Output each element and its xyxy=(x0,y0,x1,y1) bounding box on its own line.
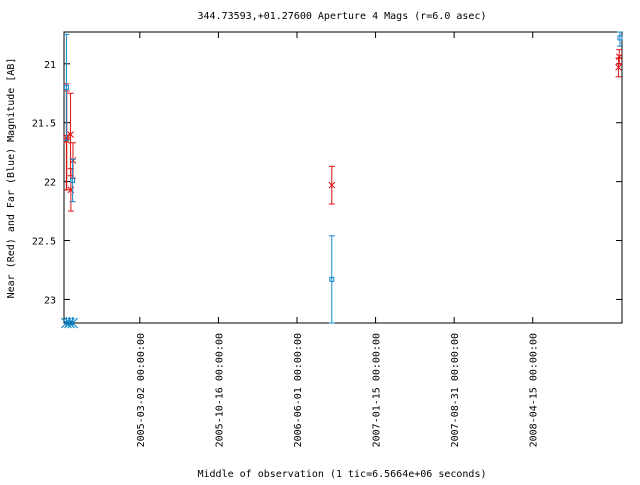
x-tick-label: 2008-04-15 00:00:00 xyxy=(529,333,540,447)
data-point xyxy=(615,49,623,65)
data-point xyxy=(615,57,622,78)
data-point xyxy=(69,158,76,203)
x-axis-label: Middle of observation (1 tic=6.5664e+06 … xyxy=(198,469,487,480)
x-tick-label: 2005-03-02 00:00:00 xyxy=(136,333,147,447)
chart-title: 344.73593,+01.27600 Aperture 4 Mags (r=6… xyxy=(198,11,487,22)
data-point xyxy=(63,33,70,141)
x-axis: 2005-03-02 00:00:00 2005-10-16 00:00:00 20… xyxy=(136,32,540,447)
y-axis: 21 21.5 22 22.5 23 xyxy=(32,60,622,306)
data-point xyxy=(328,235,335,324)
x-tick-label: 2007-08-31 00:00:00 xyxy=(450,333,461,447)
y-tick-label: 22.5 xyxy=(32,237,56,248)
point-marker xyxy=(70,177,76,183)
point-marker xyxy=(615,53,623,61)
point-marker xyxy=(329,276,335,282)
y-axis-label: Near (Red) and Far (Blue) Magnitude [AB] xyxy=(6,58,17,299)
limit-marker xyxy=(67,317,79,329)
point-marker xyxy=(63,84,69,90)
x-tick-label: 2007-01-15 00:00:00 xyxy=(372,333,383,447)
point-marker xyxy=(615,63,622,71)
plot-frame xyxy=(63,31,623,324)
x-tick-label: 2005-10-16 00:00:00 xyxy=(214,333,225,447)
y-tick-label: 22 xyxy=(44,178,56,189)
data-point xyxy=(328,165,336,205)
y-tick-label: 23 xyxy=(44,295,56,306)
y-tick-label: 21 xyxy=(44,60,56,71)
data-point xyxy=(616,31,623,47)
y-tick-label: 21.5 xyxy=(32,119,56,130)
point-marker xyxy=(617,35,623,41)
x-tick-label: 2006-06-01 00:00:00 xyxy=(293,333,304,447)
point-marker xyxy=(328,181,336,189)
data-marks xyxy=(60,31,623,329)
point-marker xyxy=(67,131,74,138)
